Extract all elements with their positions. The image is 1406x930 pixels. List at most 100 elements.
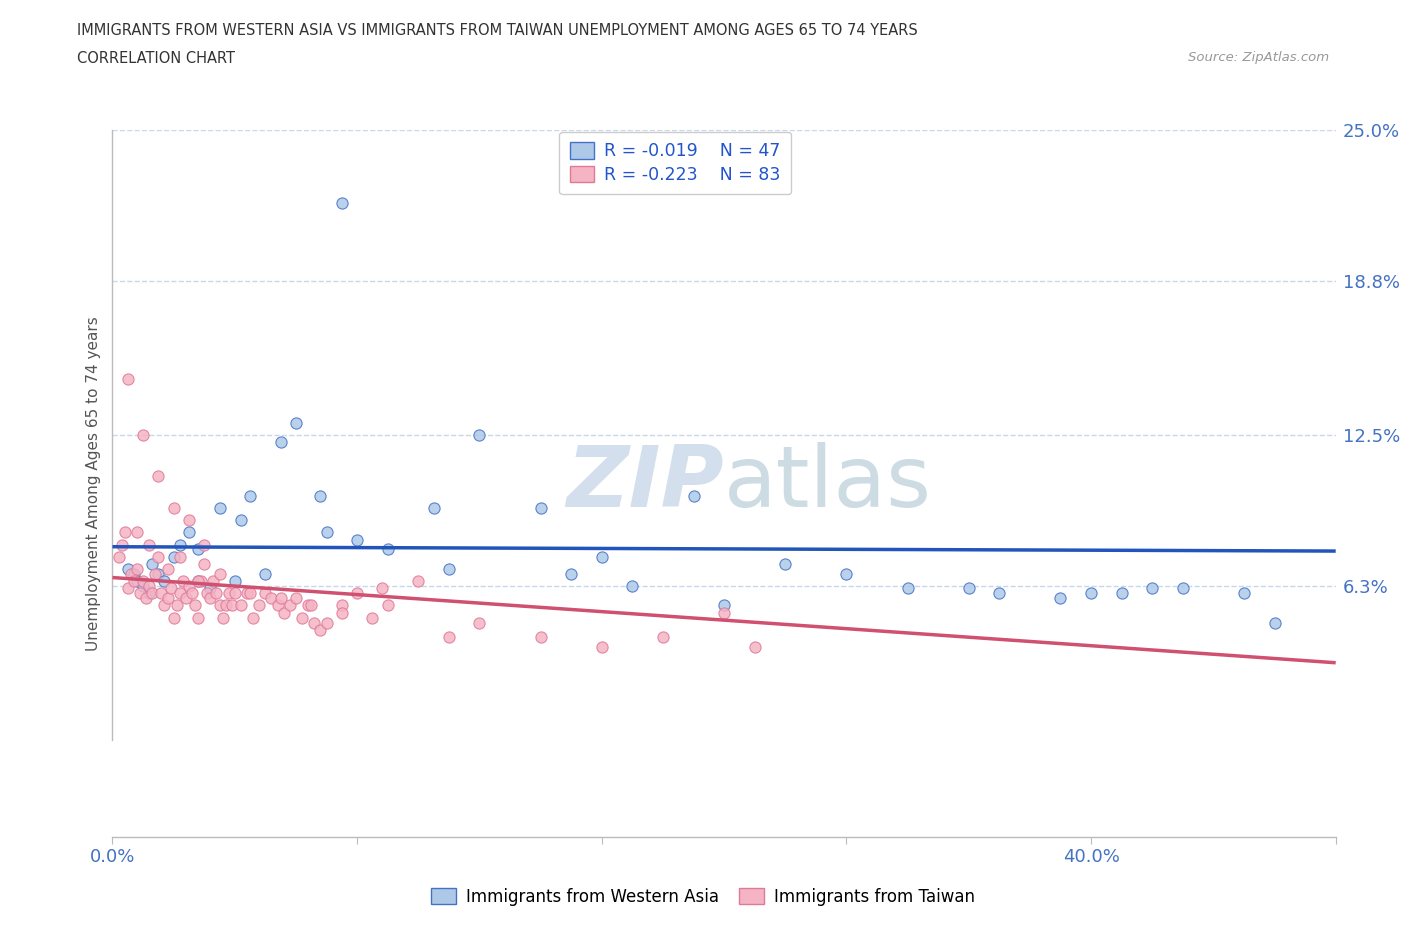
Point bbox=[114, 525, 136, 539]
Point bbox=[254, 586, 277, 601]
Point bbox=[138, 578, 160, 593]
Point bbox=[187, 574, 209, 589]
Point bbox=[190, 574, 212, 589]
Point bbox=[591, 550, 613, 565]
Point bbox=[211, 610, 233, 625]
Point bbox=[148, 550, 170, 565]
Point bbox=[166, 598, 188, 613]
Point bbox=[153, 574, 176, 589]
Text: Source: ZipAtlas.com: Source: ZipAtlas.com bbox=[1188, 51, 1329, 64]
Point bbox=[297, 598, 319, 613]
Point bbox=[193, 556, 215, 571]
Point bbox=[122, 566, 145, 581]
Point bbox=[304, 615, 326, 630]
Point bbox=[591, 640, 613, 655]
Point bbox=[181, 586, 204, 601]
Point bbox=[437, 630, 460, 644]
Point bbox=[330, 598, 353, 613]
Point bbox=[187, 610, 209, 625]
Point bbox=[120, 566, 142, 581]
Point bbox=[193, 538, 215, 552]
Point bbox=[957, 581, 980, 596]
Point bbox=[174, 591, 197, 605]
Point bbox=[177, 525, 200, 539]
Point bbox=[141, 556, 163, 571]
Point bbox=[200, 591, 222, 605]
Point bbox=[988, 586, 1011, 601]
Point bbox=[284, 415, 308, 430]
Point bbox=[377, 542, 399, 557]
Point bbox=[468, 615, 491, 630]
Point bbox=[1264, 615, 1286, 630]
Point bbox=[266, 598, 288, 613]
Point bbox=[205, 586, 228, 601]
Point bbox=[330, 605, 353, 620]
Point bbox=[315, 615, 337, 630]
Point bbox=[236, 586, 259, 601]
Point bbox=[291, 610, 314, 625]
Point bbox=[1049, 591, 1071, 605]
Point bbox=[202, 574, 225, 589]
Point bbox=[117, 581, 139, 596]
Point bbox=[897, 581, 920, 596]
Point bbox=[163, 500, 186, 515]
Point bbox=[346, 586, 368, 601]
Legend: R = -0.019    N = 47, R = -0.223    N = 83: R = -0.019 N = 47, R = -0.223 N = 83 bbox=[560, 132, 792, 194]
Point bbox=[468, 428, 491, 443]
Point bbox=[309, 488, 332, 503]
Point bbox=[184, 598, 207, 613]
Point bbox=[835, 566, 858, 581]
Point bbox=[284, 591, 308, 605]
Point bbox=[169, 538, 191, 552]
Point bbox=[135, 591, 157, 605]
Point bbox=[273, 605, 295, 620]
Point bbox=[156, 562, 179, 577]
Point bbox=[214, 598, 236, 613]
Point bbox=[177, 512, 200, 527]
Point bbox=[346, 532, 368, 547]
Text: ZIP: ZIP bbox=[567, 442, 724, 525]
Point bbox=[1080, 586, 1102, 601]
Point bbox=[1171, 581, 1194, 596]
Point bbox=[138, 586, 160, 601]
Point bbox=[122, 574, 145, 589]
Point bbox=[530, 630, 553, 644]
Point bbox=[141, 586, 163, 601]
Point bbox=[309, 622, 332, 637]
Point bbox=[270, 591, 292, 605]
Point bbox=[156, 591, 179, 605]
Point bbox=[138, 538, 160, 552]
Point bbox=[150, 586, 173, 601]
Point bbox=[143, 566, 166, 581]
Point bbox=[132, 578, 155, 593]
Point bbox=[247, 598, 270, 613]
Point bbox=[132, 428, 155, 443]
Point bbox=[111, 538, 134, 552]
Point bbox=[229, 598, 252, 613]
Point bbox=[177, 578, 200, 593]
Point bbox=[208, 566, 231, 581]
Point bbox=[330, 196, 353, 211]
Point bbox=[1111, 586, 1133, 601]
Point bbox=[713, 605, 735, 620]
Point bbox=[187, 574, 209, 589]
Point bbox=[132, 574, 155, 589]
Point bbox=[278, 598, 301, 613]
Point bbox=[560, 566, 582, 581]
Text: CORRELATION CHART: CORRELATION CHART bbox=[77, 51, 235, 66]
Point bbox=[163, 550, 186, 565]
Point bbox=[408, 574, 430, 589]
Point bbox=[208, 500, 231, 515]
Point bbox=[437, 562, 460, 577]
Point bbox=[125, 562, 148, 577]
Point bbox=[239, 586, 262, 601]
Point bbox=[148, 469, 170, 484]
Text: IMMIGRANTS FROM WESTERN ASIA VS IMMIGRANTS FROM TAIWAN UNEMPLOYMENT AMONG AGES 6: IMMIGRANTS FROM WESTERN ASIA VS IMMIGRAN… bbox=[77, 23, 918, 38]
Point bbox=[370, 581, 392, 596]
Point bbox=[1233, 586, 1256, 601]
Point bbox=[125, 574, 148, 589]
Point bbox=[530, 500, 553, 515]
Point bbox=[163, 610, 186, 625]
Point bbox=[299, 598, 322, 613]
Point bbox=[195, 586, 218, 601]
